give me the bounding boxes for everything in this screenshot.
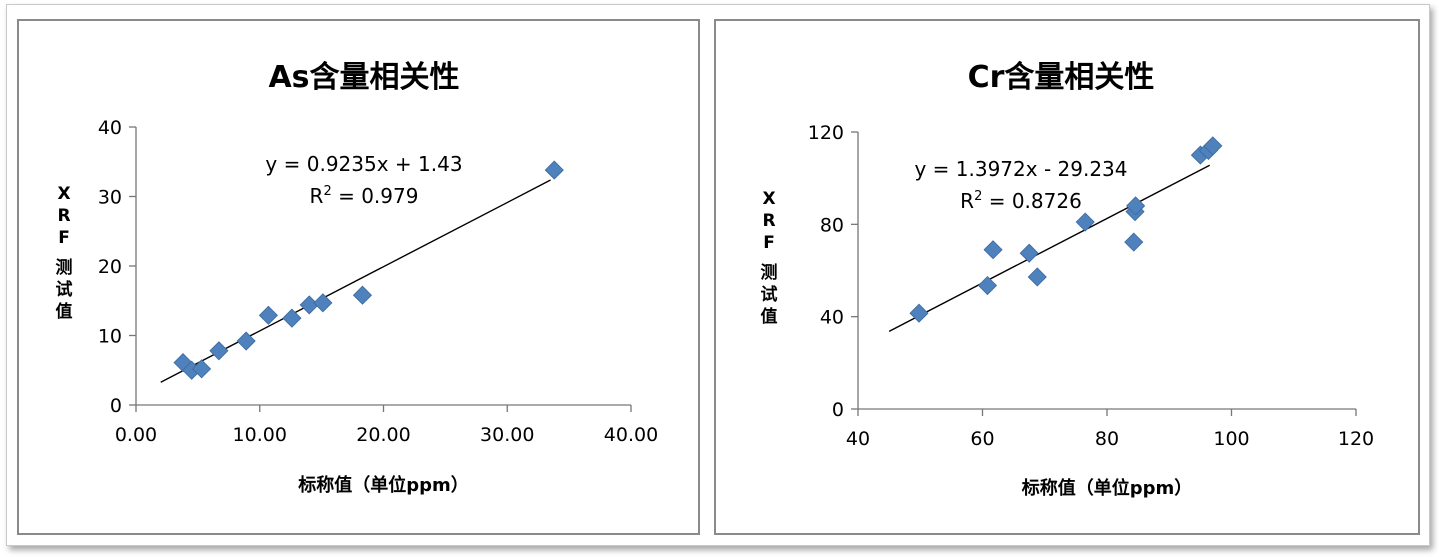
y-tick-label: 120	[808, 122, 844, 144]
r-squared-prefix: R	[960, 189, 974, 213]
r-squared-label: R2 = 0.979	[310, 184, 419, 208]
x-tick-label: 100	[1213, 428, 1249, 450]
y-axis-label-char: 试	[56, 280, 73, 300]
y-tick-label: 40	[98, 117, 122, 139]
data-point-8	[313, 293, 333, 313]
y-tick-label: 0	[110, 395, 122, 417]
x-tick-label: 20.00	[356, 424, 410, 446]
data-point-6	[1124, 232, 1144, 252]
figure-frame: As含量相关性 0 10 20 30 40 0.00 10.00 20.00 30.00 40.00…	[6, 4, 1430, 546]
r-squared-value: = 0.8726	[982, 189, 1081, 213]
y-axis-label-char: X	[57, 184, 70, 204]
y-tick-label: 0	[832, 399, 844, 421]
y-axis-label-char: 测	[56, 257, 73, 278]
r-squared-prefix: R	[310, 184, 324, 208]
y-axis-label-char: R	[762, 211, 775, 231]
x-tick-label: 0.00	[115, 424, 157, 446]
data-point-1	[977, 275, 998, 296]
data-point-5	[258, 305, 278, 325]
data-point-2	[192, 359, 212, 379]
data-point-0	[909, 303, 929, 323]
trendline-equation: y = 0.9235x + 1.43	[265, 152, 462, 176]
data-point-3	[1019, 243, 1039, 263]
y-tick-label: 80	[820, 214, 844, 236]
x-tick-label: 10.00	[233, 424, 287, 446]
data-point-3	[209, 341, 229, 361]
data-point-4	[1027, 267, 1047, 287]
data-point-4	[236, 331, 256, 351]
y-tick-label: 20	[98, 256, 122, 278]
x-axis-label: 标称值（单位ppm）	[297, 474, 469, 496]
r-squared-exponent: 2	[974, 189, 982, 204]
data-point-6	[282, 308, 302, 328]
y-axis-label-char: 测	[761, 262, 778, 283]
x-axis-label: 标称值（单位ppm）	[1021, 477, 1193, 499]
y-tick-label: 30	[98, 187, 122, 209]
as-chart-svg: As含量相关性 0 10 20 30 40 0.00 10.00 20.00 30.00 40.00…	[56, 60, 659, 496]
y-axis-label-char: R	[57, 206, 70, 226]
r-squared-label: R2 = 0.8726	[960, 189, 1082, 213]
x-tick-label: 120	[1338, 428, 1374, 450]
data-point-5	[1075, 212, 1095, 232]
y-axis-label-char: F	[763, 233, 775, 253]
trendline	[888, 164, 1211, 332]
data-point-9	[352, 285, 373, 305]
chart-title: Cr含量相关性	[968, 60, 1155, 95]
y-tick-label: 40	[820, 307, 844, 329]
cr-chart-panel: Cr含量相关性 0 40 80 120 40 60 80 100 120 标称值（单位ppm） X R F…	[714, 19, 1420, 535]
y-tick-label: 10	[98, 326, 122, 348]
data-point-8	[1126, 196, 1146, 216]
y-axis-label-char: 试	[761, 285, 778, 305]
y-axis-label-char: X	[762, 189, 775, 209]
x-tick-label: 40	[846, 428, 870, 450]
y-axis-label-char: 值	[56, 301, 73, 322]
r-squared-exponent: 2	[323, 184, 331, 199]
r-squared-value: = 0.979	[332, 184, 419, 208]
y-axis-label-char: F	[58, 228, 70, 248]
data-point-11	[1203, 136, 1223, 156]
x-tick-label: 60	[970, 428, 994, 450]
chart-title: As含量相关性	[268, 60, 459, 95]
trendline-equation: y = 1.3972x - 29.234	[914, 157, 1127, 181]
x-tick-label: 30.00	[480, 424, 534, 446]
x-tick-label: 40.00	[604, 424, 658, 446]
data-point-10	[544, 160, 564, 180]
y-axis-label-char: 值	[761, 306, 778, 327]
as-chart-panel: As含量相关性 0 10 20 30 40 0.00 10.00 20.00 30.00 40.00…	[17, 19, 700, 535]
data-point-2	[983, 240, 1003, 260]
x-tick-label: 80	[1095, 428, 1119, 450]
